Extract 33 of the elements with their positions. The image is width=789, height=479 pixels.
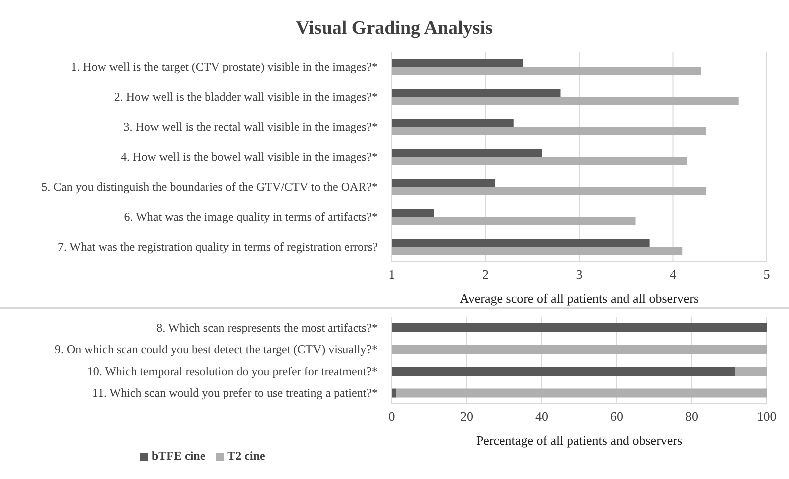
x-tick-label: 20: [460, 409, 474, 424]
y-tick-label: 5. Can you distinguish the boundaries of the GTV/CTV to the OAR?*: [42, 180, 378, 194]
bar: [392, 388, 396, 398]
x-tick-label: 2: [482, 267, 489, 282]
x-tick-label: 100: [757, 409, 777, 424]
x-axis-title: Percentage of all patients and observers: [476, 433, 683, 448]
chart-title: Visual Grading Analysis: [295, 17, 494, 41]
y-tick-label: 9. On which scan could you best detect the target (CTV) visually?*: [54, 342, 378, 357]
y-tick-label: 10. Which temporal resolution do you prefer for treatment?*: [87, 364, 378, 378]
bar: [392, 324, 767, 333]
bar: [392, 367, 736, 376]
y-tick-label: 8. Which scan respresents the most artifacts?*: [156, 320, 378, 335]
y-tick-label: 2. How well is the bladder wall visible in the images?*: [114, 90, 378, 104]
y-tick-label: 7. What was the registration quality in terms of registration errors?: [58, 240, 378, 254]
y-tick-label: 11. Which scan would you prefer to use treating a patient?*: [92, 386, 378, 400]
y-tick-label: 6. What was the image quality in terms of artifacts?*: [124, 210, 378, 224]
x-tick-label: 0: [388, 409, 396, 424]
legend-label: bTFE cine: [152, 449, 206, 463]
y-tick-label: 1. How well is the target (CTV prostate) visible in the images?*: [71, 60, 378, 74]
x-tick-label: 3: [576, 267, 583, 282]
x-tick-label: 5: [764, 267, 770, 282]
y-tick-label: 3. How well is the rectal wall visible in the images?*: [124, 120, 378, 134]
x-tick-label: 1: [388, 267, 396, 282]
x-tick-label: 4: [670, 267, 677, 282]
bar: [392, 345, 767, 354]
x-tick-label: 60: [610, 409, 624, 424]
x-axis-title: Average score of all patients and all observers: [460, 291, 700, 306]
bar: [735, 367, 767, 376]
x-tick-label: 40: [536, 409, 548, 424]
bar: [396, 388, 767, 398]
x-tick-label: 80: [686, 409, 698, 424]
legend-label: T2 cine: [228, 449, 266, 463]
y-tick-label: 4. How well is the bowel wall visible in the images?*: [121, 150, 378, 164]
